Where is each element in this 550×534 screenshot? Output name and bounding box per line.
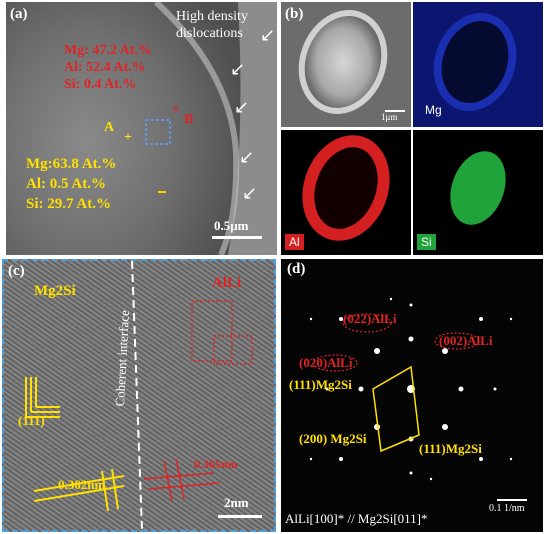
panel-c-overlay <box>25 261 253 530</box>
spot-020-alli: (020)AlLi <box>299 355 353 370</box>
mg-map-label: Mg <box>425 103 442 117</box>
point-a-label: A <box>104 120 115 135</box>
panel-b-eds-maps: 1μm (b) Mg Al Si <box>281 2 543 255</box>
dislocation-arrow-2: ↙ <box>230 59 246 79</box>
comp-b-si: Si: 0.4 At.% <box>64 77 137 92</box>
phase-right-label: AlLi <box>212 275 242 291</box>
spot-111-mg2si-b: (111)Mg2Si <box>419 441 482 456</box>
point-a-marker: + <box>124 130 132 145</box>
panel-c-hrtem: (c) Mg2Si AlLi Coherent interface (111) … <box>2 259 276 532</box>
panel-c-label: (c) <box>8 263 25 279</box>
si-map: Si <box>413 130 543 255</box>
spot-002-alli: (002)AlLi <box>439 333 493 348</box>
al-map-label: Al <box>285 234 304 250</box>
panel-b-scale-label: 1μm <box>381 112 398 122</box>
haadf-image: 1μm <box>281 2 411 127</box>
comp-b-al: Al: 52.4 At.% <box>64 60 146 75</box>
panel-a-scalebar <box>212 236 262 239</box>
dislocation-arrow-3: ↙ <box>234 97 250 117</box>
spot-111-mg2si-a: (111)Mg2Si <box>289 377 352 392</box>
comp-b-mg: Mg: 47.2 At.% <box>64 43 152 58</box>
plane-label: (111) <box>18 413 45 428</box>
point-b-label: B <box>184 112 194 127</box>
point-b-marker: + <box>172 102 180 117</box>
spot-022-alli: (022)AlLi <box>343 311 397 326</box>
fft-pattern <box>309 297 513 481</box>
spot-200-mg2si: (200) Mg2Si <box>299 431 367 446</box>
dislocation-arrow-5: ↙ <box>242 183 258 203</box>
panel-c-scale-label: 2nm <box>224 495 249 510</box>
dislocation-arrow-1: ↙ <box>260 25 276 45</box>
comp-a-si: Si: 29.7 At.% <box>26 196 112 212</box>
composition-a: Mg:63.8 At.% Al: 0.5 At.% Si: 29.7 At.% <box>26 154 116 214</box>
panel-d-fft: (d) (022)AlLi (002)AlLi (020)AlLi (111)M… <box>281 259 543 532</box>
dislocation-title: High density dislocations <box>176 9 248 41</box>
panel-d-scalebar <box>497 499 527 501</box>
panel-a-scale-label: 0.5μm <box>214 218 249 233</box>
panel-a-boundary <box>145 2 277 255</box>
panel-b-scalebar <box>385 110 405 112</box>
phase-left-label: Mg2Si <box>34 283 76 299</box>
panel-c-scalebar <box>218 515 262 518</box>
dislocation-arrow-4: ↙ <box>239 147 255 167</box>
zone-axis-label: AlLi[100]* // Mg2Si[011]* <box>285 511 428 526</box>
comp-a-mg: Mg:63.8 At.% <box>26 156 117 172</box>
comp-a-al: Al: 0.5 At.% <box>26 176 106 192</box>
panel-d-scale-label: 0.1 1/nm <box>489 503 525 514</box>
panel-a-label: (a) <box>10 6 28 22</box>
panel-d-label: (d) <box>287 261 306 277</box>
composition-b: Mg: 47.2 At.% Al: 52.4 At.% Si: 0.4 At.% <box>64 42 152 93</box>
al-map: Al <box>281 130 411 255</box>
mg-map: Mg <box>413 2 543 127</box>
d-spacing-1: 0.362nm <box>58 477 106 492</box>
panel-a-tem-image: (a) High density dislocations ↙ ↙ ↙ ↙ ↙ … <box>6 2 277 255</box>
panel-b-label: (b) <box>285 6 304 22</box>
si-map-label: Si <box>417 234 436 250</box>
d-spacing-2: 0.365nm <box>194 457 238 471</box>
